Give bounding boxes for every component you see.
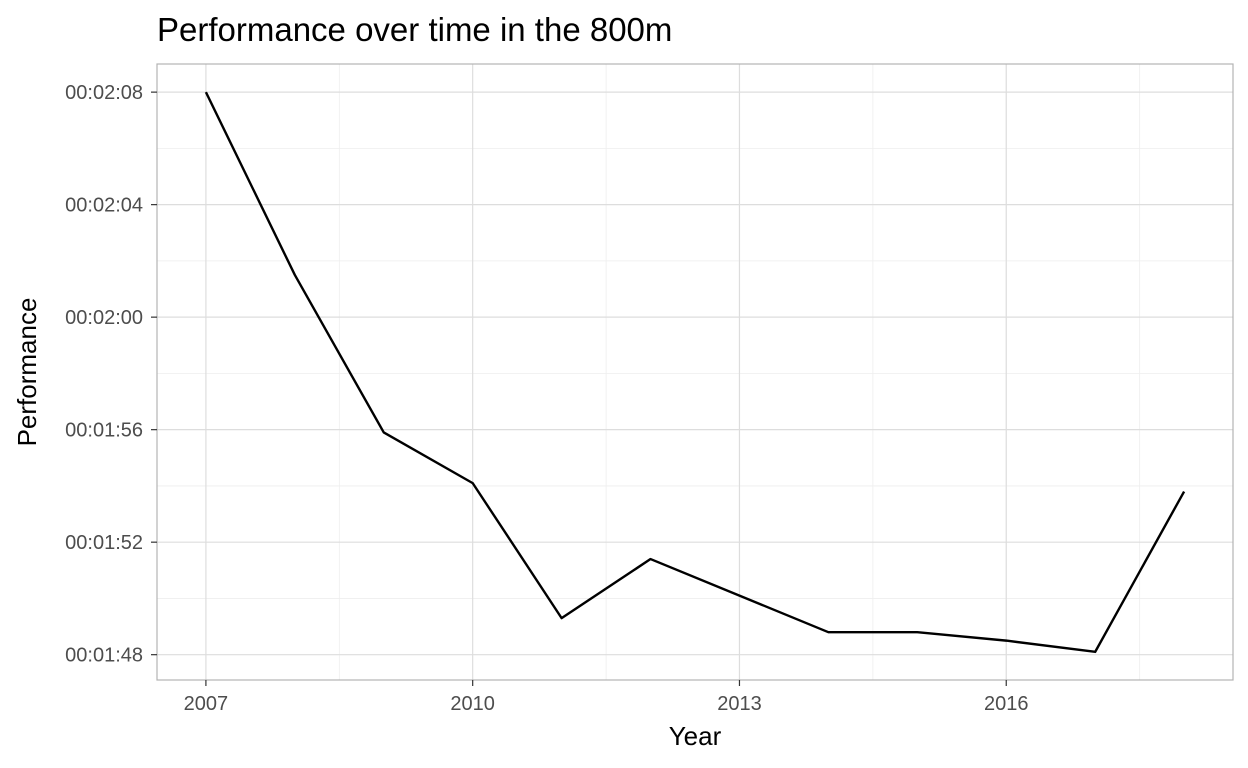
series-line bbox=[204, 91, 1186, 654]
y-axis-ticks: 00:01:48 00:01:52 00:01:56 00:02:00 00:02:04… bbox=[65, 82, 157, 667]
y-tick-label: 00:01:48 bbox=[65, 645, 143, 667]
minor-grid bbox=[157, 64, 1233, 680]
y-tick-label: 00:02:08 bbox=[65, 82, 143, 104]
x-tick-label: 2016 bbox=[984, 693, 1029, 715]
x-axis-ticks: 2007 2010 2013 2016 bbox=[184, 680, 1029, 715]
x-tick-label: 2013 bbox=[717, 693, 762, 715]
y-tick-label: 00:02:04 bbox=[65, 195, 143, 217]
y-axis-title: Performance bbox=[12, 298, 42, 447]
x-axis-title: Year bbox=[669, 721, 722, 751]
y-tick-label: 00:02:00 bbox=[65, 307, 143, 329]
major-grid bbox=[157, 64, 1233, 680]
series-layer bbox=[204, 91, 1186, 654]
y-tick-label: 00:01:56 bbox=[65, 420, 143, 442]
y-tick-label: 00:01:52 bbox=[65, 532, 143, 554]
chart-title: Performance over time in the 800m bbox=[157, 11, 672, 48]
x-tick-label: 2010 bbox=[450, 693, 495, 715]
x-tick-label: 2007 bbox=[184, 693, 229, 715]
plot-panel bbox=[156, 63, 1234, 681]
